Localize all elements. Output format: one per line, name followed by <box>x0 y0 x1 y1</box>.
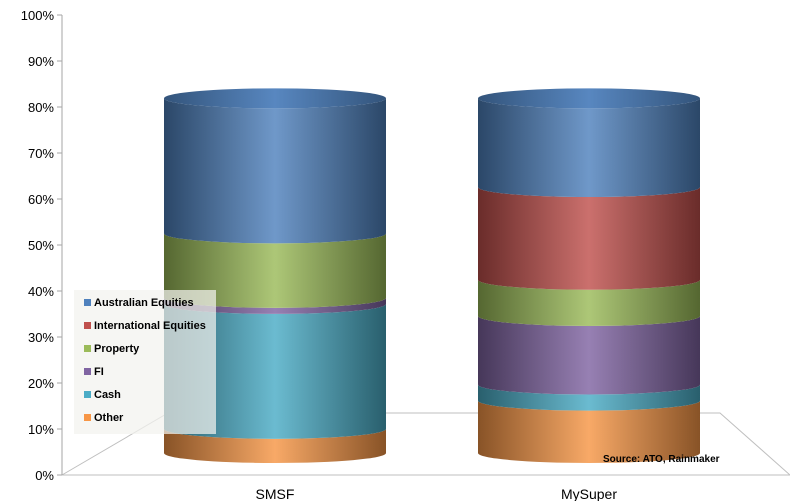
cylinder-segment-australian-equities <box>164 98 386 244</box>
y-tick-label: 10% <box>28 422 54 437</box>
cylinder-segment-other <box>164 428 386 463</box>
legend-swatch <box>84 368 91 375</box>
legend-entry: FI <box>94 366 104 378</box>
cylinder-segment-australian-equities <box>478 98 700 198</box>
category-label: SMSF <box>256 486 295 501</box>
y-axis: 0% 10% 20% 30% 40% 50% 60% 70% 80% 90% 100% <box>21 8 63 483</box>
cylinder-smsf <box>164 88 386 463</box>
legend-swatch <box>84 322 91 329</box>
y-tick-label: 0% <box>35 468 54 483</box>
floor-outline <box>61 412 790 476</box>
cylinder-segment-fi <box>478 315 700 395</box>
y-tick-label: 50% <box>28 238 54 253</box>
y-tick-label: 100% <box>21 8 55 23</box>
cylinder-segment-cash <box>478 384 700 411</box>
y-tick-label: 20% <box>28 376 54 391</box>
cylinder-segment-property <box>164 233 386 308</box>
legend-entry: Australian Equities <box>94 297 194 309</box>
cylinder-series <box>164 88 700 463</box>
y-tick-label: 30% <box>28 330 54 345</box>
legend: Australian Equities International Equitie… <box>74 290 216 434</box>
cylinder-segment-international-equities <box>478 187 700 290</box>
cylinder-top-cap <box>164 88 386 109</box>
y-tick-label: 40% <box>28 284 54 299</box>
legend-entry: International Equities <box>94 320 206 332</box>
cylinder-segment-property <box>478 279 700 326</box>
cylinder-segment-fi <box>164 297 386 314</box>
y-tick-label: 70% <box>28 146 54 161</box>
cylinder-segment-cash <box>164 303 386 439</box>
chart-floor <box>61 412 790 476</box>
legend-swatch <box>84 345 91 352</box>
cylinder-segment-other <box>478 400 700 463</box>
legend-swatch <box>84 414 91 421</box>
y-tick-label: 80% <box>28 100 54 115</box>
legend-entry: Cash <box>94 389 121 401</box>
legend-entry: Property <box>94 343 140 355</box>
y-tick-label: 60% <box>28 192 54 207</box>
category-labels: SMSF MySuper <box>256 486 618 501</box>
cylinder-top-cap <box>478 88 700 109</box>
legend-entry: Other <box>94 412 124 424</box>
y-tick-label: 90% <box>28 54 54 69</box>
legend-swatch <box>84 391 91 398</box>
legend-box <box>74 290 216 434</box>
cylinder-mysuper <box>478 88 700 463</box>
category-label: MySuper <box>561 486 617 501</box>
legend-swatch <box>84 299 91 306</box>
source-annotation: Source: ATO, Rainmaker <box>603 454 720 465</box>
